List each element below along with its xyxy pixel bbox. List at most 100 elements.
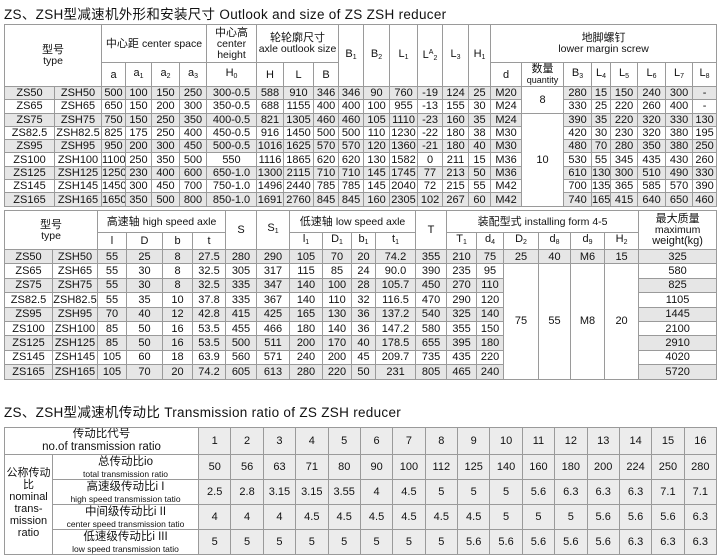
cell-ratio-value: 5 [554,504,588,530]
cell-H0: 650-1.0 [206,165,257,181]
cell-max-weight: 1105 [638,292,718,308]
cell-ratio-value: 6.3 [651,529,685,555]
cell-L4: 35 [591,112,612,127]
cell-D1: 130 [322,306,352,322]
subscript: 5 [625,72,630,80]
cell-ratio-value: 4.5 [392,479,426,505]
cell-t: 53.5 [192,320,226,337]
cell-B1: 845 [338,192,365,207]
subscript: 3 [194,72,199,80]
cell-L3: 155 [442,99,470,114]
cell-L1: 760 [389,85,419,101]
symbol: H [225,66,234,79]
cell-L5: 300 [610,165,639,181]
header-center-space: 中心距 center space [101,24,207,63]
cell-L6: 260 [637,99,667,114]
cell-T: 450 [415,277,448,294]
cell-ratio-number: 12 [554,427,588,455]
header-b1: b1 [351,232,376,250]
cell-T1: 270 [446,277,478,294]
cell-D: 25 [126,248,163,265]
cell-B3: 530 [563,152,593,167]
cell-L: 1450 [283,125,314,141]
cell-L8: 250 [692,139,718,154]
cell-max-weight: 2910 [638,335,718,351]
cell-D: 35 [126,292,163,308]
cell-L7: 330 [665,112,694,127]
cell-D1: 220 [322,364,352,380]
symbol: L [674,66,681,79]
cell-L6: 585 [637,179,667,194]
axle-table-body: ZS50 ZSH50 55 25 8 27.5 280 290 105 70 20 74.2 355 21… [4,248,718,380]
cell-zs-model: ZS125 [4,335,53,351]
cell-d9: M6 [570,248,606,265]
table-row: ZS50 ZSH50 500 100 150 250 300-0.5 588 910 346 346… [4,85,718,114]
cell-L3: 160 [442,112,470,127]
cell-t1: 209.7 [374,349,417,366]
cell-L8: 260 [692,152,718,167]
cell-L5: 220 [610,112,639,127]
cell-d4: 110 [476,277,505,294]
symbol: a [160,66,167,79]
cell-b1: 40 [351,335,376,351]
cell-a: 1250 [101,165,126,181]
cell-L5: 230 [610,125,639,141]
cell-ratio-value: 112 [424,454,459,480]
cell-L5: 150 [610,85,639,101]
cell-a3: 450 [179,139,207,154]
superscript: A [428,48,434,56]
cell-t: 32.5 [192,277,226,294]
header-a2: a2 [151,62,180,87]
subscript: 2 [378,53,383,61]
cell-H0: 850-1.0 [206,192,257,207]
subscript: 3 [456,53,461,61]
subscript: 2 [623,239,628,246]
cell-zs-model: ZS75 [4,277,53,294]
cell-H0: 500-0.5 [206,139,257,154]
cell-a3: 250 [179,85,207,101]
cell-zs-model: ZS100 [4,320,53,337]
cell-B: 710 [312,165,340,181]
table-row: ZS165 ZSH165 1650 350 500 800 850-1.0 1691 2760 8… [4,192,718,207]
symbol: a [187,66,195,79]
cell-H1: 38 [468,125,492,141]
cell-B: 620 [312,152,340,167]
cell-B1: 620 [338,152,365,167]
cell-D: 60 [126,349,163,366]
cell-ratio-value: 5.6 [586,504,620,530]
cell-ratio-number: 13 [586,427,620,455]
cell-a2: 200 [151,99,180,114]
cell-l1: 240 [289,349,323,366]
header-max-weight: 最大质量 maximum weight(kg) [638,210,718,250]
cell-l1: 280 [289,364,323,380]
cell-T: 540 [415,306,448,322]
header-d9: d9 [570,232,606,250]
cell-zs-model: ZS100 [4,152,55,167]
cell-LA2: -22 [417,125,444,141]
cell-d4: 240 [476,364,505,380]
cell-S: 335 [225,292,257,308]
cell-B: 460 [312,112,340,127]
cell-t: 53.5 [192,335,226,351]
cell-H1: 60 [468,192,492,207]
cell-ratio-number: 15 [651,427,685,455]
symbol: d [502,68,510,81]
cell-ratio-value: 5 [457,479,491,505]
header-L1: L1 [389,24,419,87]
cell-L7: 650 [665,192,694,207]
symbol: b [358,233,365,246]
cell-d: M36 [490,152,523,167]
cell-LA2: 102 [417,192,444,207]
header-nominal-ratio: 公称传动比 nominal trans- mission ratio [4,454,53,555]
cell-zs-model: ZS82.5 [4,292,53,308]
cell-L6: 640 [637,192,667,207]
cell-B: 500 [312,125,340,141]
symbol: B [571,66,580,79]
table-row: ZS65 ZSH65 650 150 200 300 350-0.5 688 1155 400 40… [4,99,718,114]
header-lower-margin-screw: 地脚螺钉 lower margin screw [490,24,718,63]
cell-L6: 320 [637,112,667,127]
symbol: L [619,66,626,79]
cell-L8: 460 [692,192,718,207]
symbol: D [140,235,149,247]
cell-max-weight: 2100 [638,320,718,337]
